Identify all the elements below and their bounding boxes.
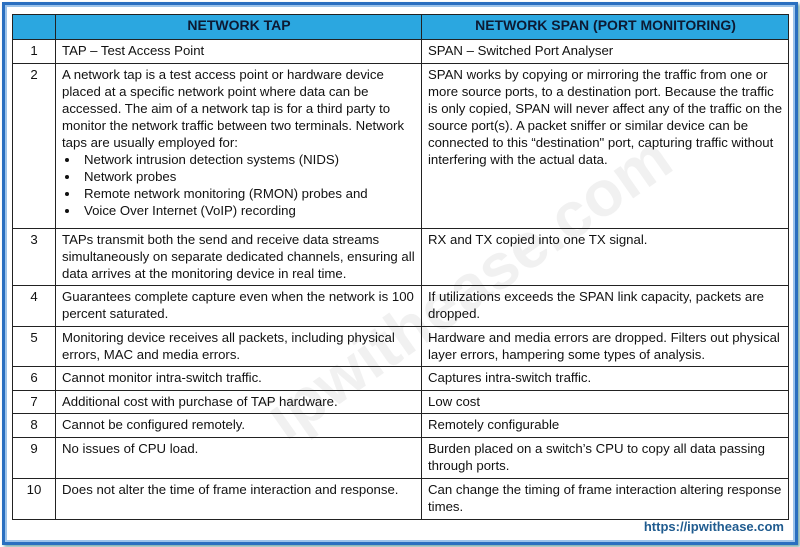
tap-cell: Cannot be configured remotely. [55,413,422,438]
header-span: NETWORK SPAN (PORT MONITORING) [421,14,789,40]
span-cell: Can change the timing of frame interacti… [421,478,789,520]
tap-text: No issues of CPU load. [62,441,199,456]
tap-text: Guarantees complete capture even when th… [62,289,414,321]
tap-cell: Cannot monitor intra-switch traffic. [55,366,422,391]
list-item: Remote network monitoring (RMON) probes … [80,185,416,202]
tap-cell: TAPs transmit both the send and receive … [55,228,422,286]
header-num [12,14,56,40]
tap-text: TAP – Test Access Point [62,43,205,58]
table-row: 3 TAPs transmit both the send and receiv… [12,228,789,286]
span-cell: SPAN – Switched Port Analyser [421,39,789,64]
tap-text: A network tap is a test access point or … [62,67,405,150]
span-cell: SPAN works by copying or mirroring the t… [421,63,789,229]
table-row: 8 Cannot be configured remotely. Remotel… [12,413,789,438]
table-row: 2 A network tap is a test access point o… [12,63,789,229]
list-item: Voice Over Internet (VoIP) recording [80,202,416,219]
table-row: 7 Additional cost with purchase of TAP h… [12,390,789,414]
span-cell: Hardware and media errors are dropped. F… [421,326,789,367]
tap-use-list: Network intrusion detection systems (NID… [62,151,416,219]
row-number: 10 [12,478,56,520]
row-number: 5 [12,326,56,367]
tap-text: Cannot monitor intra-switch traffic. [62,370,262,385]
span-cell: Remotely configurable [421,413,789,438]
table-row: 6 Cannot monitor intra-switch traffic. C… [12,366,789,391]
span-cell: Burden placed on a switch’s CPU to copy … [421,437,789,479]
row-number: 9 [12,437,56,479]
header-row: NETWORK TAP NETWORK SPAN (PORT MONITORIN… [12,14,789,40]
span-cell: If utilizations exceeds the SPAN link ca… [421,285,789,327]
table-row: 9 No issues of CPU load. Burden placed o… [12,437,789,479]
tap-text: Additional cost with purchase of TAP har… [62,394,338,409]
tap-cell: A network tap is a test access point or … [55,63,422,229]
row-number: 6 [12,366,56,391]
list-item: Network intrusion detection systems (NID… [80,151,416,168]
row-number: 4 [12,285,56,327]
list-item: Network probes [80,168,416,185]
tap-cell: TAP – Test Access Point [55,39,422,64]
tap-text: Monitoring device receives all packets, … [62,330,395,362]
tap-cell: Monitoring device receives all packets, … [55,326,422,367]
header-tap: NETWORK TAP [55,14,422,40]
tap-text: TAPs transmit both the send and receive … [62,232,415,281]
table-row: 10 Does not alter the time of frame inte… [12,478,789,520]
tap-cell: No issues of CPU load. [55,437,422,479]
span-cell: RX and TX copied into one TX signal. [421,228,789,286]
tap-cell: Additional cost with purchase of TAP har… [55,390,422,414]
table-row: 5 Monitoring device receives all packets… [12,326,789,367]
source-url: https://ipwithease.com [643,519,784,534]
tap-cell: Guarantees complete capture even when th… [55,285,422,327]
span-cell: Captures intra-switch traffic. [421,366,789,391]
row-number: 7 [12,390,56,414]
table-row: 4 Guarantees complete capture even when … [12,285,789,327]
row-number: 1 [12,39,56,64]
tap-cell: Does not alter the time of frame interac… [55,478,422,520]
tap-text: Does not alter the time of frame interac… [62,482,399,497]
row-number: 3 [12,228,56,286]
table-row: 1 TAP – Test Access Point SPAN – Switche… [12,39,789,64]
tap-text: Cannot be configured remotely. [62,417,246,432]
comparison-table: NETWORK TAP NETWORK SPAN (PORT MONITORIN… [12,14,789,520]
row-number: 2 [12,63,56,229]
row-number: 8 [12,413,56,438]
span-cell: Low cost [421,390,789,414]
